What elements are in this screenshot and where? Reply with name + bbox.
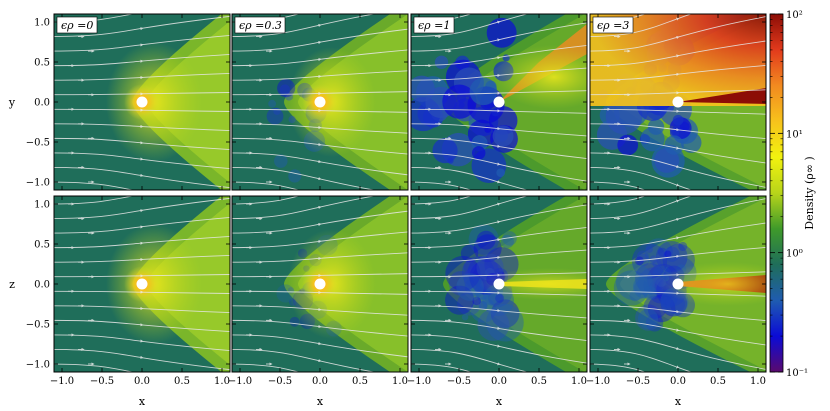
y-tick-label: −0.5 — [26, 320, 50, 331]
x-tick-label: 0.5 — [352, 376, 368, 387]
panel-label-box — [592, 16, 634, 34]
x-axis-label: x — [496, 395, 503, 408]
x-tick-label: 1.0 — [214, 376, 230, 387]
x-axis-label: x — [139, 395, 146, 408]
colorbar-gradient — [770, 14, 783, 372]
panel-row2-col2 — [231, 195, 409, 373]
x-tick-label: 0.5 — [710, 376, 726, 387]
y-tick-label: −0.5 — [26, 138, 50, 149]
x-tick-label: −1.0 — [407, 376, 431, 387]
x-tick-label: −1.0 — [586, 376, 610, 387]
obstacle-sphere — [672, 278, 684, 290]
x-axis-label: x — [675, 395, 682, 408]
panel-row1-col1: ϵρ =0 — [53, 13, 231, 191]
streamlines — [232, 14, 408, 190]
x-tick-label: 1.0 — [392, 376, 408, 387]
colorbar-tick-label: 10⁰ — [786, 249, 803, 260]
panel-row1-col2: ϵρ =0.3 — [231, 13, 409, 191]
y-tick-label: 1.0 — [34, 200, 50, 211]
panel-label-box — [234, 16, 286, 34]
panel-label-box — [413, 16, 455, 34]
x-tick-label: −0.5 — [90, 376, 114, 387]
panel-row2-col4 — [589, 195, 767, 373]
streamlines — [590, 196, 766, 372]
obstacle-sphere — [493, 96, 505, 108]
streamlines — [590, 14, 766, 190]
colorbar-tick-label: 10¹ — [786, 129, 803, 140]
x-tick-label: 1.0 — [571, 376, 587, 387]
panel-label: ϵρ =0 — [61, 19, 93, 32]
y-tick-label: 0.0 — [34, 98, 50, 109]
panel-label: ϵρ =3 — [597, 19, 629, 32]
colorbar-tick-label: 10² — [786, 10, 803, 21]
panel-row1-col3: ϵρ =1 — [410, 13, 588, 191]
x-tick-label: −1.0 — [228, 376, 252, 387]
x-tick-label: 1.0 — [750, 376, 766, 387]
y-tick-label: −1.0 — [26, 178, 50, 189]
colorbar-label: Density (ρ∞ ) — [803, 156, 816, 229]
y-tick-label: 0.5 — [34, 240, 50, 251]
y-axis-label: z — [9, 278, 15, 291]
panel-label-box — [56, 16, 98, 34]
obstacle-sphere — [314, 96, 326, 108]
y-axis-label: y — [8, 96, 16, 109]
x-tick-label: 0.0 — [312, 376, 328, 387]
y-tick-label: 1.0 — [34, 18, 50, 29]
colorbar-tick-label: 10⁻¹ — [786, 368, 808, 379]
streamlines — [54, 14, 230, 190]
y-tick-label: −1.0 — [26, 360, 50, 371]
panel-row2-col3 — [410, 195, 588, 373]
x-tick-label: −0.5 — [268, 376, 292, 387]
x-tick-label: 0.0 — [491, 376, 507, 387]
colorbar: 10² 10¹ 10⁰ 10⁻¹ Density (ρ∞ ) — [769, 10, 816, 379]
x-tick-label: 0.0 — [670, 376, 686, 387]
streamlines — [411, 196, 587, 372]
panel-label: ϵρ =0.3 — [239, 19, 282, 32]
x-tick-label: −1.0 — [50, 376, 74, 387]
panel-row2-col1 — [53, 195, 231, 373]
x-tick-label: 0.5 — [174, 376, 190, 387]
x-tick-label: −0.5 — [447, 376, 471, 387]
streamlines — [54, 196, 230, 372]
x-tick-label: 0.5 — [531, 376, 547, 387]
panel-label: ϵρ =1 — [418, 19, 450, 32]
obstacle-sphere — [314, 278, 326, 290]
x-tick-label: −0.5 — [626, 376, 650, 387]
y-tick-label: 0.5 — [34, 58, 50, 69]
x-axis-label: x — [317, 395, 324, 408]
obstacle-sphere — [136, 96, 148, 108]
obstacle-sphere — [672, 96, 684, 108]
y-tick-label: 0.0 — [34, 280, 50, 291]
streamlines — [232, 196, 408, 372]
obstacle-sphere — [136, 278, 148, 290]
panel-row1-col4: ϵρ =3 — [589, 13, 767, 191]
x-tick-label: 0.0 — [134, 376, 150, 387]
obstacle-sphere — [493, 278, 505, 290]
